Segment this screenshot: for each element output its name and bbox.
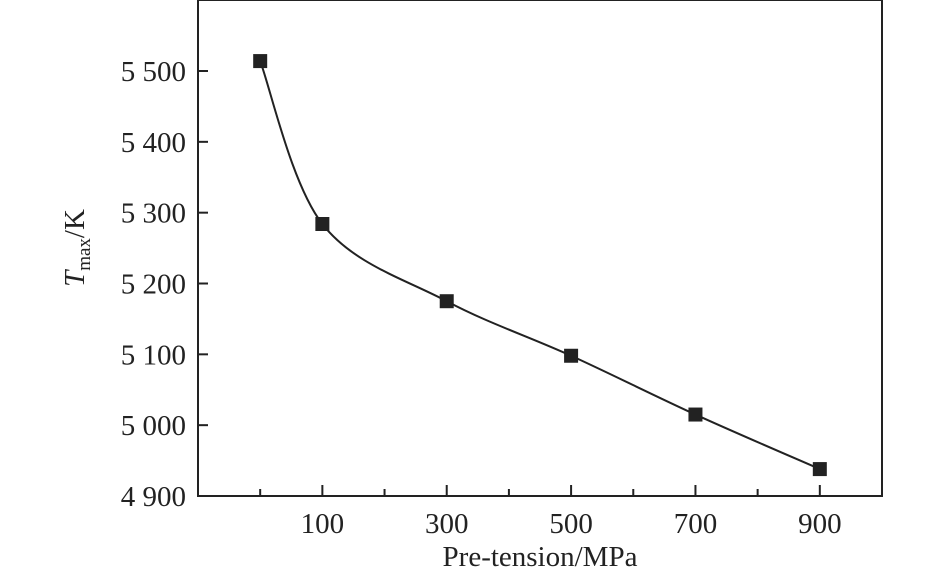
series-markers (253, 54, 827, 477)
plot-frame (197, 0, 883, 497)
y-axis-title: Tmax/K (59, 209, 95, 287)
y-axis-title-symbol: T (59, 269, 91, 287)
data-point (253, 54, 268, 69)
y-tick-label: 4 900 (121, 481, 186, 513)
y-tick-label: 5 500 (121, 56, 186, 88)
y-axis-title-subscript: max (74, 238, 95, 271)
y-axis-title-unit: /K (59, 209, 91, 238)
x-axis-ticks: 100 300 500 700 900 (259, 485, 842, 540)
data-point (564, 348, 579, 363)
y-tick-label: 5 000 (121, 410, 186, 442)
x-tick-label: 900 (798, 508, 842, 540)
data-point (439, 294, 454, 309)
data-point (812, 462, 827, 477)
y-tick-label: 5 200 (121, 269, 186, 301)
x-tick-label: 100 (301, 508, 345, 540)
x-tick-label: 500 (549, 508, 593, 540)
y-tick-label: 5 300 (121, 198, 186, 230)
data-point (315, 217, 330, 231)
x-tick-label: 300 (425, 508, 469, 540)
x-axis-title: Pre-tension/MPa (443, 541, 638, 573)
y-tick-label: 5 100 (121, 339, 186, 371)
y-axis-ticks: 4 900 5 000 5 100 5 200 5 300 5 400 5 500 (121, 56, 208, 513)
x-tick-label: 700 (674, 508, 718, 540)
data-point (688, 407, 703, 422)
series-line (259, 60, 821, 470)
y-tick-label: 5 400 (121, 127, 186, 159)
